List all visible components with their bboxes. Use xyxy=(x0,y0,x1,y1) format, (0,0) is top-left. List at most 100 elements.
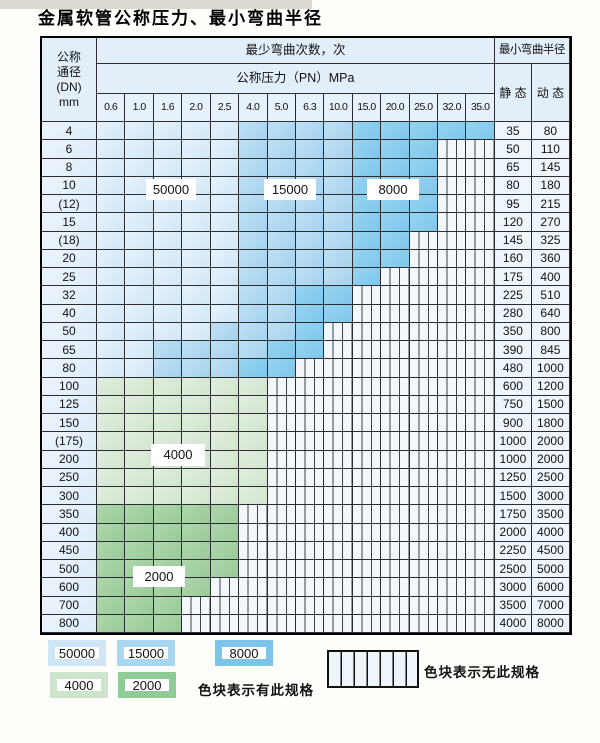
legend-available-text: 色块表示有此规格 xyxy=(198,683,314,698)
cycles-cell-h xyxy=(381,322,410,341)
cycles-cell-l xyxy=(153,213,183,232)
cycles-cell-g4 xyxy=(182,395,211,414)
cycles-cell-h xyxy=(466,614,495,633)
cycles-cell-h xyxy=(409,395,439,414)
dn-cell: 250 xyxy=(42,468,97,487)
cycles-cell-h xyxy=(352,596,382,615)
radius-dynamic-cell: 640 xyxy=(531,304,570,323)
legend-swatch-8000: 8000 xyxy=(215,640,273,666)
cycles-cell-h xyxy=(409,432,439,451)
cycles-cell-m xyxy=(239,231,268,250)
cycles-cell-h xyxy=(239,614,268,633)
spec-table: 公称 通径 (DN) mm 最少弯曲次数，次 最小弯曲半径 公称压力（PN）MP… xyxy=(40,36,572,635)
cycles-cell-h xyxy=(239,596,268,615)
dn-cell: 40 xyxy=(42,304,97,323)
radius-static-cell: 2250 xyxy=(494,541,532,560)
radius-dynamic-cell: 2500 xyxy=(531,468,570,487)
cycles-cell-h xyxy=(239,578,268,597)
cycles-cell-m xyxy=(324,213,353,232)
pressure-tick: 35.0 xyxy=(466,94,495,122)
cycles-cell-l xyxy=(153,231,183,250)
cycles-cell-h xyxy=(295,596,325,615)
cycles-cell-g2 xyxy=(97,596,126,615)
region-label-4000: 4000 xyxy=(151,444,205,466)
legend-unavailable-text: 色块表示无此规格 xyxy=(424,665,540,680)
cycles-cell-m xyxy=(182,341,211,360)
radius-static-cell: 1250 xyxy=(494,468,532,487)
radius-static-cell: 900 xyxy=(494,414,532,433)
cycles-cell-l xyxy=(97,158,126,177)
cycles-cell-h xyxy=(438,414,467,433)
cycles-cell-l xyxy=(125,122,154,141)
dn-header-line: 公称 xyxy=(56,50,81,64)
cycles-cell-l xyxy=(97,122,126,141)
cycles-cell-m xyxy=(210,322,240,341)
radius-static-cell: 35 xyxy=(494,122,532,141)
cycles-cell-l xyxy=(210,158,240,177)
cycles-cell-m xyxy=(295,158,325,177)
cycles-cell-h xyxy=(182,596,211,615)
cycles-cell-h xyxy=(466,359,495,378)
cycles-cell-g4 xyxy=(210,468,240,487)
cycles-cell-d xyxy=(409,122,439,141)
cycles-cell-h xyxy=(324,523,353,542)
cycles-cell-h xyxy=(295,468,325,487)
cycles-cell-d xyxy=(267,359,296,378)
radius-dynamic-cell: 2000 xyxy=(531,450,570,469)
cycles-cell-l xyxy=(97,176,126,195)
cycles-cell-h xyxy=(381,450,410,469)
cycles-cell-h xyxy=(267,614,296,633)
cycles-cell-g2 xyxy=(182,505,211,524)
cycles-cell-l xyxy=(210,304,240,323)
cycles-cell-d xyxy=(324,286,353,305)
cycles-cell-l xyxy=(210,195,240,214)
cycles-cell-l xyxy=(125,322,154,341)
cycles-cell-g2 xyxy=(210,523,240,542)
cycles-cell-h xyxy=(381,487,410,506)
cycles-cell-h xyxy=(381,341,410,360)
cycles-cell-g4 xyxy=(125,377,154,396)
cycles-cell-m xyxy=(267,304,296,323)
cycles-cell-h xyxy=(267,560,296,579)
cycles-cell-h xyxy=(409,286,439,305)
pressure-tick: 15.0 xyxy=(352,94,382,122)
scan-artifact-strip xyxy=(0,0,312,9)
radius-static-cell: 3000 xyxy=(494,578,532,597)
cycles-cell-h xyxy=(381,377,410,396)
radius-static-cell: 280 xyxy=(494,304,532,323)
cycles-cell-g4 xyxy=(153,487,183,506)
cycles-cell-g2 xyxy=(153,596,183,615)
cycles-cell-h xyxy=(324,395,353,414)
pressure-tick: 1.6 xyxy=(153,94,183,122)
cycles-cell-h xyxy=(438,286,467,305)
cycles-cell-h xyxy=(381,414,410,433)
pressure-tick: 25.0 xyxy=(409,94,439,122)
cycles-cell-h xyxy=(466,487,495,506)
dn-cell: 20 xyxy=(42,249,97,268)
radius-dynamic-cell: 5000 xyxy=(531,560,570,579)
cycles-cell-h xyxy=(466,249,495,268)
cycles-cell-h xyxy=(409,560,439,579)
legend-swatch-2000: 2000 xyxy=(118,672,176,698)
pressure-tick: 4.0 xyxy=(239,94,268,122)
cycles-cell-g4 xyxy=(210,432,240,451)
cycles-cell-h xyxy=(324,505,353,524)
cycles-cell-m xyxy=(153,359,183,378)
cycles-cell-l xyxy=(153,249,183,268)
cycles-cell-g4 xyxy=(97,468,126,487)
cycles-cell-h xyxy=(409,523,439,542)
cycles-cell-h xyxy=(409,341,439,360)
cycles-cell-h xyxy=(295,487,325,506)
cycles-cell-l xyxy=(97,249,126,268)
cycles-cell-h xyxy=(324,487,353,506)
pressure-tick: 6.3 xyxy=(295,94,325,122)
cycles-cell-d xyxy=(409,213,439,232)
dn-cell: 350 xyxy=(42,505,97,524)
cycles-cell-m xyxy=(239,304,268,323)
dn-cell: 6 xyxy=(42,140,97,159)
cycles-cell-d xyxy=(352,140,382,159)
cycles-cell-h xyxy=(381,614,410,633)
cycles-cell-h xyxy=(267,395,296,414)
cycles-cell-h xyxy=(438,450,467,469)
cycles-cell-h xyxy=(438,304,467,323)
